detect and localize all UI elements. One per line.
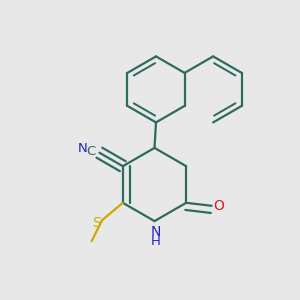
Text: O: O (213, 199, 224, 213)
Text: N: N (151, 225, 161, 238)
Text: N: N (78, 142, 88, 155)
Text: H: H (151, 235, 160, 248)
Text: S: S (92, 216, 101, 230)
Text: C: C (86, 145, 96, 158)
